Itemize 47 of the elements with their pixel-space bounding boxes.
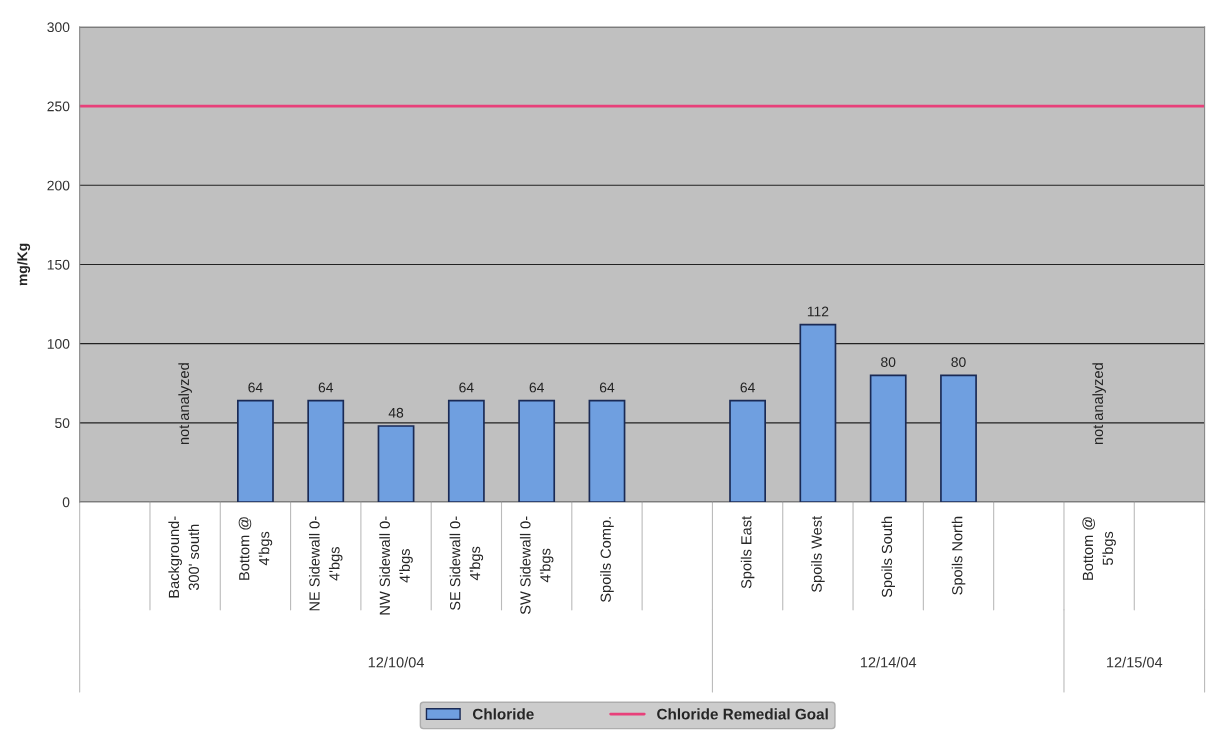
- data-label: 64: [529, 382, 544, 393]
- data-label: 80: [951, 357, 966, 368]
- x-tick-label: Bottom @ 4'bgs: [238, 517, 273, 580]
- bar: [588, 399, 626, 503]
- bar: [729, 399, 766, 503]
- x-tick-label: Spoils East: [740, 516, 755, 589]
- y-tick-label: 50: [55, 418, 70, 429]
- y-tick-label: 150: [47, 259, 70, 270]
- x-tick-label: Spoils South: [881, 516, 895, 598]
- text: 12/15/04: [1107, 656, 1163, 668]
- x-tick-label: Spoils Comp.: [600, 517, 614, 602]
- bar: [237, 399, 274, 503]
- x-tick-label: NW Sidewall 0- 4'bgs: [379, 516, 413, 615]
- data-label: 64: [740, 382, 755, 393]
- data-label: 80: [881, 357, 896, 368]
- text: 12/10/04: [368, 656, 425, 668]
- annotation: not analyzed: [178, 363, 192, 445]
- y-tick-label: 0: [62, 497, 70, 508]
- legend-label: Chloride Remedial Goal: [657, 708, 828, 720]
- bar: [447, 399, 485, 503]
- y-tick-label: 300: [47, 22, 70, 33]
- data-label: 112: [807, 306, 829, 317]
- bar: [940, 374, 977, 503]
- x-tick-label: Spoils North: [951, 516, 966, 595]
- bar: [799, 323, 837, 503]
- x-tick-label: Spoils West: [811, 516, 825, 592]
- text: 12/14/04: [860, 656, 917, 668]
- data-label: 64: [318, 382, 334, 393]
- data-label: 64: [459, 382, 474, 393]
- x-tick-label: SE Sidewall 0- 4'bgs: [449, 516, 484, 611]
- data-label: 64: [599, 382, 615, 393]
- y-axis-title: mg/Kg: [17, 243, 31, 286]
- bar: [307, 399, 345, 503]
- x-tick-label: Background- 300' south: [168, 516, 200, 598]
- data-label: 64: [248, 382, 263, 393]
- y-tick-label: 200: [47, 180, 70, 191]
- y-tick-label: 100: [47, 338, 70, 349]
- x-tick-label: SW Sidewall 0- 4'bgs: [519, 516, 554, 615]
- x-tick-label: NE Sidewall 0- 4'bgs: [308, 516, 343, 611]
- y-tick-label: 250: [47, 101, 70, 112]
- bar: [869, 374, 907, 503]
- x-tick-label: Bottom @ 5'bgs: [1082, 517, 1116, 580]
- annotation: not analyzed: [1092, 363, 1106, 445]
- data-label: 48: [388, 407, 404, 418]
- legend-label: Chloride: [472, 708, 534, 720]
- bar: [518, 399, 556, 503]
- bar: [377, 425, 415, 503]
